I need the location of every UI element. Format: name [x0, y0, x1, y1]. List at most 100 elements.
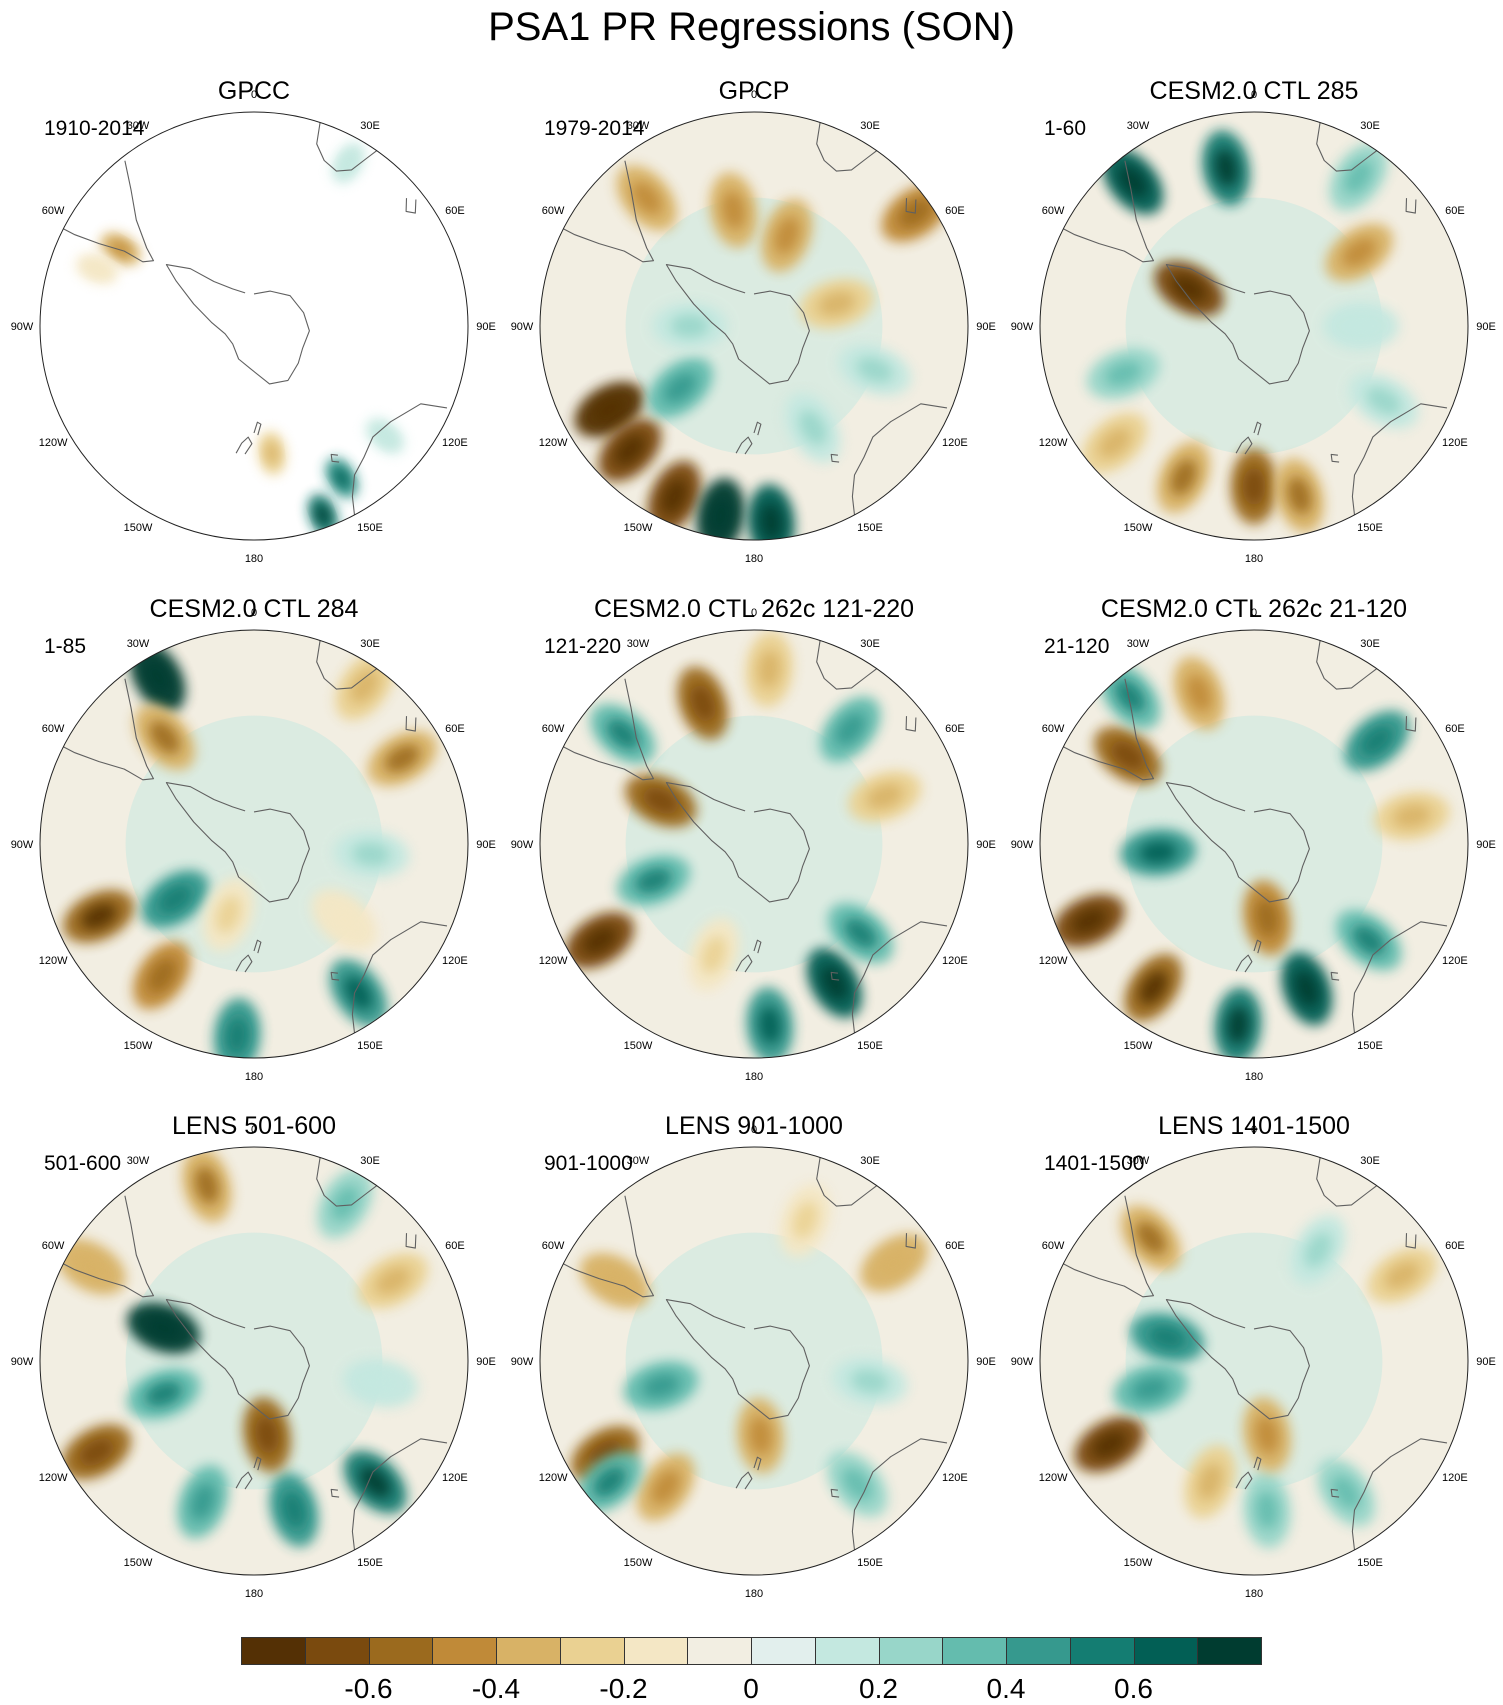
coastline-tasmania — [1330, 971, 1340, 981]
longitude-label: 120E — [442, 437, 468, 449]
longitude-label: 180 — [1245, 1071, 1263, 1083]
longitude-label: 150W — [1124, 1557, 1153, 1569]
longitude-label: 30W — [127, 1155, 150, 1167]
panel-title: GPCP — [718, 77, 790, 105]
colorbar-box — [623, 1637, 689, 1665]
coastline-africa — [816, 122, 878, 172]
anomaly-core — [799, 410, 827, 446]
coastline-tasmania — [830, 1488, 840, 1498]
longitude-label: 30W — [627, 120, 650, 132]
colorbar-label: 0.2 — [859, 1673, 898, 1704]
map-panel-lens-1401-1500: LENS 1401-1500 1401-1500 0 30E 60E 90E 120E 1… — [1004, 1111, 1503, 1611]
anomaly-core — [1071, 907, 1107, 934]
colorbar-box — [687, 1637, 752, 1665]
anomaly-core — [1360, 725, 1394, 756]
coastline-tasmania — [830, 971, 840, 981]
colorbar-box — [241, 1637, 306, 1665]
anomaly-core — [757, 650, 781, 689]
coastline-australia — [851, 921, 948, 1034]
longitude-label: 0 — [751, 89, 757, 101]
longitude-label: 120W — [39, 437, 68, 449]
longitude-label: 180 — [745, 1588, 763, 1600]
longitude-label: 90W — [11, 1356, 34, 1368]
longitude-label: 120W — [1039, 955, 1068, 967]
longitude-label: 90W — [11, 839, 34, 851]
anomaly-core — [194, 1166, 219, 1204]
longitude-label: 60E — [945, 723, 965, 735]
longitude-label: 90E — [476, 839, 496, 851]
coastline-tasmania — [830, 453, 840, 463]
panel-title: GPCC — [217, 77, 291, 105]
polar-map: 0 30E 60E 90E 120E 150E 180 150W 120W 90W 60W 30W — [1011, 89, 1496, 565]
map-boundary — [39, 629, 469, 1059]
map-boundary — [39, 111, 469, 541]
anomaly-core — [1171, 274, 1207, 303]
coastline-nz_north — [753, 939, 762, 954]
longitude-label: 120W — [39, 955, 68, 967]
longitude-label: 180 — [245, 553, 263, 565]
coastline-madagascar — [905, 198, 917, 214]
anomaly-core — [1110, 741, 1145, 770]
map-panel-ctl262c-21-120: CESM2.0 CTL 262c 21-120 21-120 0 30E 60E 90… — [1004, 594, 1503, 1094]
anomaly-core — [1098, 427, 1131, 458]
anomaly-core — [663, 372, 697, 403]
longitude-label: 180 — [245, 1588, 263, 1600]
longitude-label: 60W — [1042, 723, 1065, 735]
anomaly-core — [749, 1416, 772, 1455]
longitude-label: 60E — [1445, 723, 1465, 735]
longitude-label: 180 — [1245, 1588, 1263, 1600]
anomaly-core — [359, 1466, 391, 1498]
anomaly-core — [384, 744, 420, 773]
longitude-label: 0 — [751, 1124, 757, 1136]
coastline-africa — [816, 1157, 878, 1207]
coastline-nz_north — [1253, 1456, 1262, 1471]
coastline-africa — [1316, 640, 1378, 690]
map-boundary — [1039, 1146, 1469, 1576]
coastline-nz_north — [753, 421, 762, 436]
anomaly-core — [145, 1381, 182, 1407]
longitude-label: 60E — [445, 1240, 465, 1252]
map-boundary — [539, 629, 969, 1059]
anomaly-core — [1115, 680, 1146, 713]
longitude-label: 150E — [857, 522, 883, 534]
longitude-label: 150W — [124, 522, 153, 534]
anomaly-core — [1170, 459, 1197, 496]
longitude-label: 90W — [11, 321, 34, 333]
longitude-label: 60W — [542, 723, 565, 735]
longitude-label: 120E — [442, 955, 468, 967]
longitude-label: 150E — [1357, 1040, 1383, 1052]
colorbar-box — [942, 1637, 1007, 1665]
panel-title: CESM2.0 CTL 285 — [1149, 77, 1359, 105]
anomaly-core — [856, 357, 893, 383]
coastline-samerica — [563, 678, 655, 781]
longitude-label: 30E — [860, 120, 880, 132]
panel-period: 21-120 — [1044, 635, 1110, 658]
coastline-nz_south — [735, 954, 753, 973]
coastline-tasmania — [330, 971, 340, 981]
coastline-antarctica — [165, 1299, 310, 1420]
anomaly-core — [866, 783, 903, 809]
anomaly-core — [792, 1201, 818, 1239]
coastline-samerica — [63, 160, 155, 263]
longitude-label: 0 — [1251, 89, 1257, 101]
anomaly-core — [1352, 925, 1386, 956]
longitude-label: 120E — [1442, 437, 1468, 449]
anomaly-core — [149, 721, 180, 754]
colorbar-box — [496, 1637, 561, 1665]
coastline-madagascar — [1405, 1233, 1417, 1249]
anomaly-core — [1091, 1430, 1127, 1459]
longitude-label: 60W — [42, 205, 65, 217]
anomaly-core — [333, 467, 350, 489]
coastline-australia — [351, 921, 448, 1034]
longitude-label: 150E — [1357, 522, 1383, 534]
anomaly-core — [1294, 970, 1320, 1008]
map-panel-ctl262c-121-220: CESM2.0 CTL 262c 121-220 121-220 0 30E 60E… — [504, 594, 1004, 1094]
longitude-label: 150W — [624, 1040, 653, 1052]
coastline-australia — [351, 1438, 448, 1551]
coastline-nz_south — [235, 1471, 253, 1490]
anomaly-core — [690, 684, 716, 722]
coastline-australia — [1351, 403, 1448, 516]
anomaly-core — [1342, 314, 1380, 338]
coastline-nz_south — [1235, 1471, 1253, 1490]
colorbar-label: 0.6 — [1114, 1673, 1153, 1704]
